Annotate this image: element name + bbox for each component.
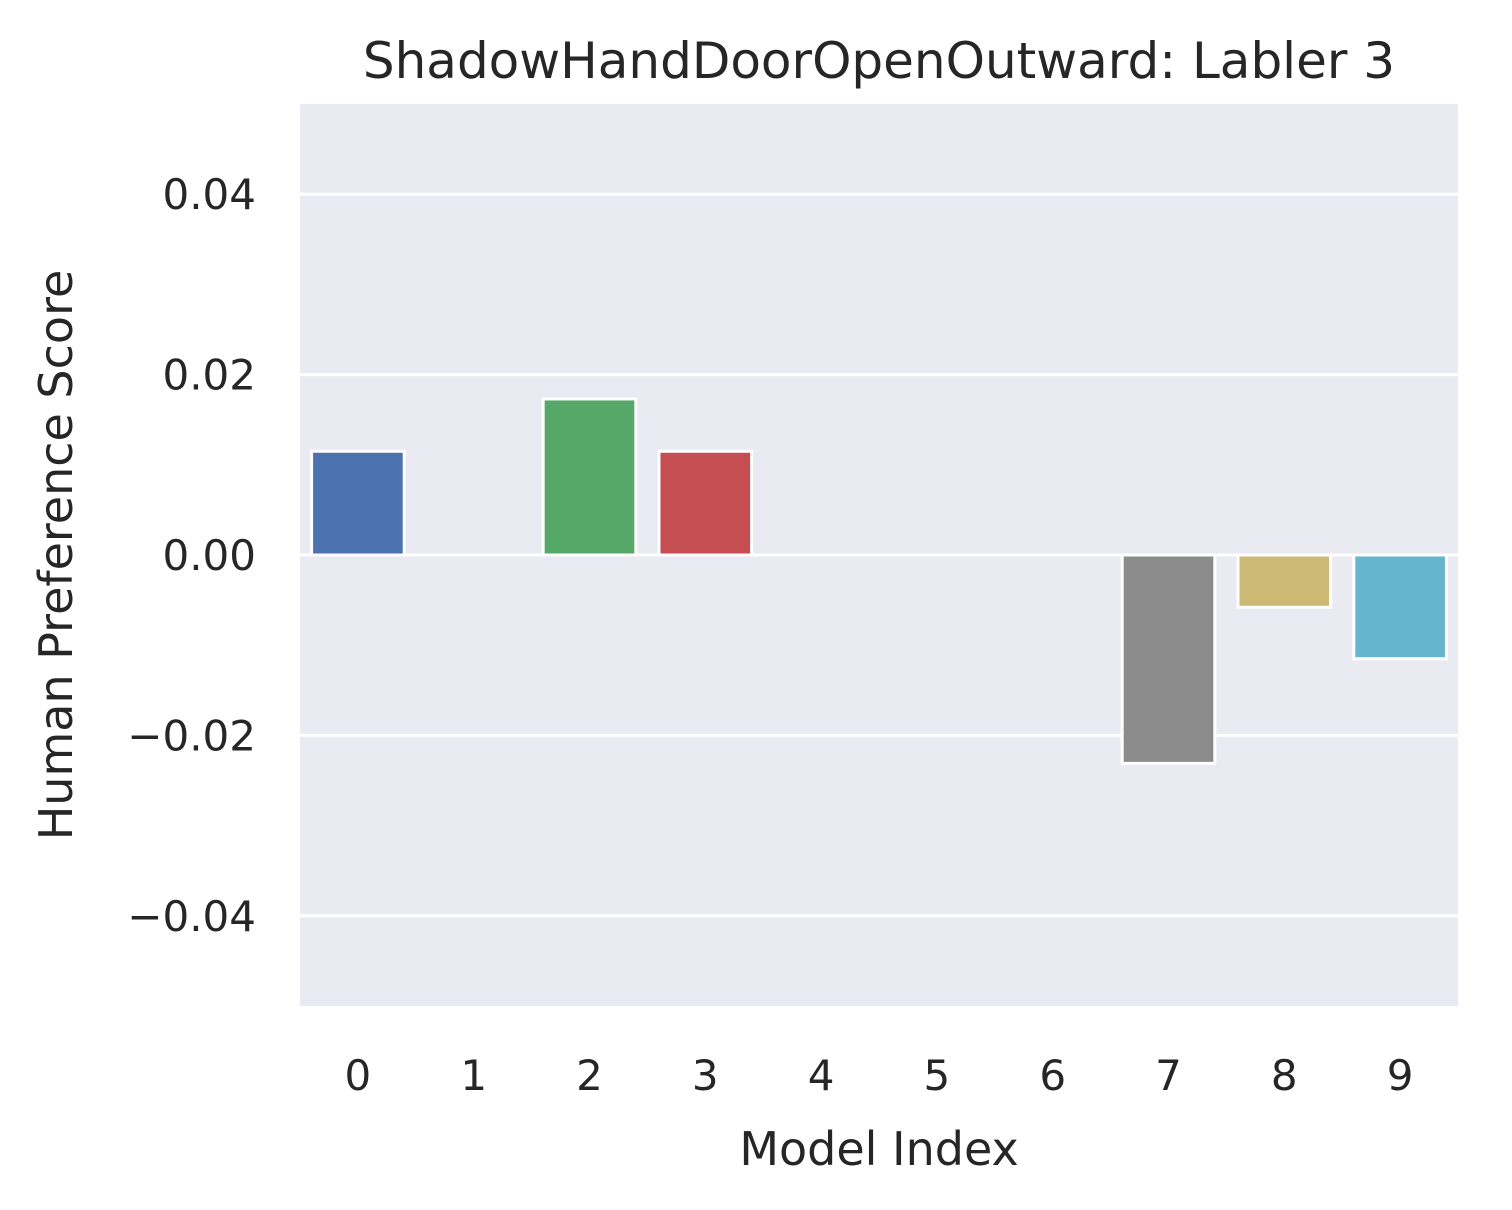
y-tick-label: −0.04 bbox=[127, 892, 256, 941]
x-tick-label: 3 bbox=[692, 1051, 719, 1100]
bar-0 bbox=[310, 449, 406, 557]
y-tick-label: 0.02 bbox=[162, 351, 256, 400]
x-tick-labels: 0 1 2 3 4 5 6 7 8 9 bbox=[345, 1051, 1414, 1100]
bar-3 bbox=[657, 449, 754, 557]
x-tick-label: 0 bbox=[345, 1051, 372, 1100]
bar-8 bbox=[1236, 553, 1333, 609]
x-tick-label: 9 bbox=[1387, 1051, 1414, 1100]
chart-title: ShadowHandDoorOpenOutward: Labler 3 bbox=[363, 32, 1395, 90]
x-tick-label: 2 bbox=[576, 1051, 603, 1100]
bar-7 bbox=[1120, 553, 1217, 765]
y-tick-label: 0.00 bbox=[162, 531, 256, 580]
y-axis-label: Human Preference Score bbox=[29, 270, 83, 841]
bars bbox=[310, 397, 1448, 765]
bar-9 bbox=[1352, 553, 1448, 661]
y-tick-labels: −0.04 −0.02 0.00 0.02 0.04 bbox=[127, 170, 256, 941]
x-tick-label: 7 bbox=[1155, 1051, 1182, 1100]
x-tick-label: 1 bbox=[460, 1051, 487, 1100]
x-tick-label: 5 bbox=[924, 1051, 951, 1100]
y-tick-label: −0.02 bbox=[127, 711, 256, 760]
x-tick-label: 4 bbox=[808, 1051, 835, 1100]
y-tick-label: 0.04 bbox=[162, 170, 256, 219]
bar-2 bbox=[541, 397, 638, 557]
x-axis-label: Model Index bbox=[739, 1122, 1018, 1176]
x-tick-label: 6 bbox=[1039, 1051, 1066, 1100]
x-tick-label: 8 bbox=[1271, 1051, 1298, 1100]
